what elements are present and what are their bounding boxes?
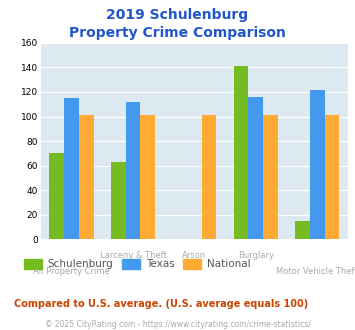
Bar [324,115,339,239]
Bar [140,115,155,239]
Bar [202,115,217,239]
Text: Compared to U.S. average. (U.S. average equals 100): Compared to U.S. average. (U.S. average … [14,299,308,309]
Text: Arson: Arson [182,251,206,260]
Bar [310,89,324,239]
Bar [64,98,79,239]
Bar [79,115,94,239]
Bar [49,153,64,239]
Text: Burglary: Burglary [238,251,274,260]
Text: © 2025 CityRating.com - https://www.cityrating.com/crime-statistics/: © 2025 CityRating.com - https://www.city… [45,320,310,329]
Legend: Schulenburg, Texas, National: Schulenburg, Texas, National [20,255,255,274]
Bar [263,115,278,239]
Text: Larceny & Theft: Larceny & Theft [99,251,166,260]
Text: All Property Crime: All Property Crime [33,267,110,276]
Text: 2019 Schulenburg: 2019 Schulenburg [106,8,248,22]
Bar [248,97,263,239]
Bar [126,102,140,239]
Text: Property Crime Comparison: Property Crime Comparison [69,26,286,40]
Bar [234,66,248,239]
Bar [295,221,310,239]
Bar [111,162,126,239]
Text: Motor Vehicle Theft: Motor Vehicle Theft [277,267,355,276]
